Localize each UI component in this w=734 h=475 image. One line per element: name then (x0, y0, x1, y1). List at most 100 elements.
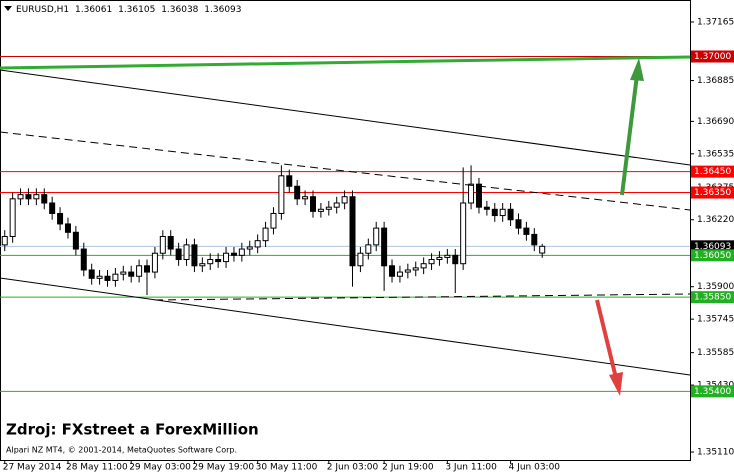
candle-body (436, 256, 443, 261)
level-label: 1.36093 (694, 242, 731, 252)
candle-body (136, 265, 143, 277)
y-tick-label: 1.36535 (697, 149, 734, 159)
level-label: 1.36050 (694, 251, 731, 261)
open-value: 1.36061 (75, 5, 112, 15)
y-tick-label: 1.36220 (697, 215, 734, 225)
candle-body (523, 227, 530, 235)
trendline (0, 55, 691, 70)
candle-body (128, 271, 135, 277)
trendline (0, 69, 691, 166)
candle-body (278, 175, 285, 214)
candle-body (499, 208, 506, 217)
candle-body (325, 206, 332, 210)
candle-body (9, 198, 16, 237)
x-tick-label: 29 May 19:00 (192, 463, 254, 473)
x-tick-label: 2 Jun 03:00 (327, 463, 379, 473)
candle-body (104, 275, 111, 281)
menu-triangle (4, 6, 12, 11)
up-arrow (620, 58, 644, 196)
candle-body (333, 202, 340, 208)
candle-body (167, 235, 174, 250)
candle-body (309, 196, 316, 212)
x-tick-label: 27 May 2014 (3, 463, 62, 473)
candle-body (420, 263, 427, 269)
low-value: 1.36038 (161, 5, 198, 15)
high-value: 1.36105 (118, 5, 155, 15)
candle-body (183, 244, 190, 261)
level-label-box (691, 385, 734, 398)
x-tick-label: 2 Jun 19:00 (382, 463, 434, 473)
candle-body (428, 259, 435, 265)
candle-body (381, 227, 388, 267)
candle-body (72, 231, 79, 250)
candle-body (452, 254, 459, 265)
candle-body (120, 271, 127, 275)
level-label-box (691, 249, 734, 262)
candle-body (444, 254, 451, 258)
candle-body (159, 235, 166, 254)
trendline (0, 131, 691, 211)
candle-body (468, 183, 475, 204)
candle-body (507, 208, 514, 221)
x-tick-label: 28 May 11:00 (66, 463, 128, 473)
candle-body (230, 252, 237, 256)
footer: Alpari NZ MT4, © 2001-2014, MetaQuotes S… (6, 446, 237, 455)
candle-body (80, 248, 87, 271)
level-label: 1.37000 (694, 52, 731, 62)
y-tick-label: 1.37165 (697, 17, 734, 27)
trendline (154, 293, 691, 301)
candle-body (491, 208, 498, 217)
chart-header: EURUSD,H1 1.36061 1.36105 1.36038 1.3609… (16, 5, 242, 15)
candle-body (357, 252, 364, 267)
candle-body (286, 175, 293, 187)
trendline (0, 277, 691, 376)
level-label-box (691, 165, 734, 178)
candle-body (151, 252, 158, 273)
candle-body (191, 244, 198, 267)
candle-body (238, 248, 245, 256)
candle-body (175, 248, 182, 261)
plot-frame (0, 0, 691, 461)
candle-body (373, 227, 380, 246)
x-tick-label: 29 May 03:00 (129, 463, 191, 473)
level-label: 1.36350 (694, 188, 731, 198)
x-tick-label: 30 May 11:00 (256, 463, 318, 473)
candle-body (144, 265, 151, 273)
x-tick-label: 4 Jun 03:00 (509, 463, 561, 473)
candle-body (460, 202, 467, 265)
plot-area (0, 56, 690, 392)
candle-body (349, 196, 356, 267)
candle-body (404, 269, 411, 273)
y-tick-label: 1.36690 (697, 117, 734, 127)
candle-body (112, 273, 119, 281)
candle-body (302, 196, 309, 200)
candle-body (531, 233, 538, 246)
candle-body (317, 208, 324, 212)
candle-body (254, 240, 261, 248)
candle-body (1, 235, 8, 246)
level-label-box (691, 186, 734, 199)
candle-body (396, 271, 403, 277)
candle-body (294, 185, 301, 200)
candle-body (199, 263, 206, 267)
candle-body (365, 244, 372, 254)
y-tick-label: 1.35110 (697, 448, 734, 458)
candle-body (17, 194, 24, 200)
candle-body (207, 259, 214, 265)
down-arrow (595, 299, 623, 396)
candle-body (64, 223, 71, 233)
close-value: 1.36093 (204, 5, 241, 15)
y-tick-label: 1.35585 (697, 348, 734, 358)
candle-body (33, 194, 40, 200)
candle-body (215, 259, 222, 263)
y-tick-label: 1.35745 (697, 315, 734, 325)
candle-body (49, 202, 56, 214)
candle-body (25, 194, 32, 200)
candle-body (223, 252, 230, 263)
level-label-box (691, 50, 734, 63)
candle-body (88, 269, 95, 279)
candle-body (246, 246, 253, 250)
candle-body (262, 227, 269, 242)
